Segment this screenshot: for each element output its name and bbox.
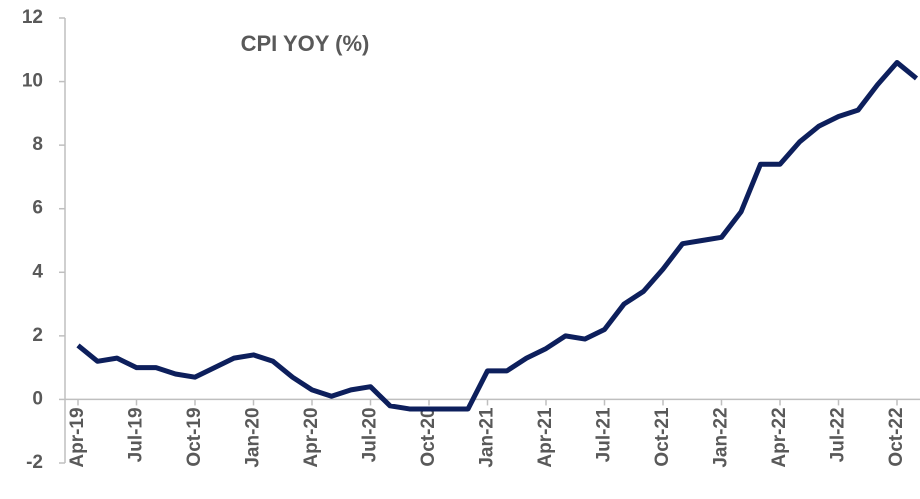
x-tick-label: Oct-19 [184,407,205,466]
x-tick-label: Jan-21 [477,407,498,468]
chart-title: CPI YOY (%) [241,31,370,56]
x-tick-label: Jul-21 [594,407,615,462]
y-tick-label: 12 [22,7,43,28]
x-tick-label: Oct-21 [652,407,673,467]
x-tick-label: Oct-20 [418,407,439,466]
y-tick-label: 6 [32,198,43,219]
x-tick-label: Apr-22 [769,407,790,467]
x-tick-label: Jul-19 [126,407,147,462]
x-tick-label: Apr-21 [535,407,556,468]
y-tick-label: 0 [32,388,43,409]
x-tick-label: Jan-20 [243,407,264,467]
y-tick-label: 2 [32,325,43,346]
x-tick-label: Oct-22 [886,407,907,466]
x-tick-label: Jul-22 [828,407,849,462]
y-tick-label: 8 [32,134,43,155]
y-tick-label: -2 [26,452,43,473]
line [76,60,919,412]
x-tick-label: Apr-20 [301,407,322,467]
x-tick-label: Jan-22 [711,407,732,467]
y-tick-label: 10 [22,71,43,92]
y-tick-label: 4 [32,261,43,282]
x-tick-label: Apr-19 [67,407,88,467]
x-tick-label: Jul-20 [360,407,381,462]
